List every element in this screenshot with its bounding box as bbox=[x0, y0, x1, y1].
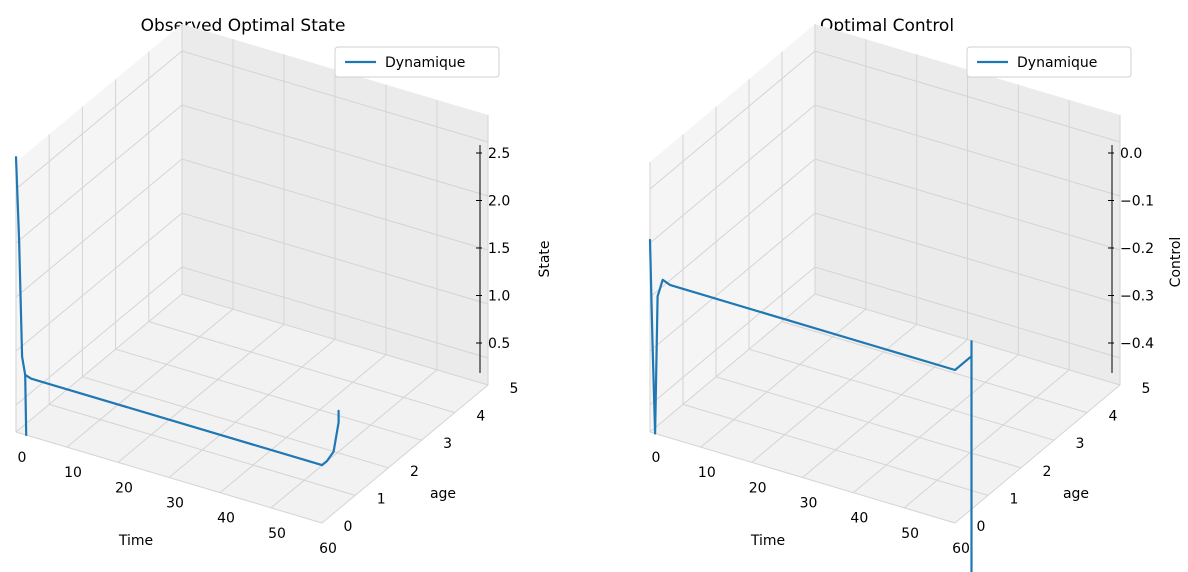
legend-label: Dynamique bbox=[385, 55, 465, 71]
z-gridline bbox=[649, 266, 1121, 406]
z-gridline bbox=[15, 50, 489, 190]
y-tick-label: 0 bbox=[344, 519, 353, 535]
x-tick-label: 0 bbox=[18, 450, 27, 466]
x-gridline bbox=[802, 339, 968, 478]
y-tick-label: 0 bbox=[977, 519, 986, 535]
subplot-optimal-control: Optimal Control 0 10 20 30 40 50 60 0 1 2 3 4 5 −0.4 −… bbox=[648, 16, 1184, 572]
x-tick-label: 10 bbox=[64, 465, 82, 481]
z-tick-label: 1.0 bbox=[488, 289, 510, 305]
x-tick-label: 50 bbox=[268, 526, 286, 542]
x-gridline bbox=[700, 308, 867, 448]
series-line bbox=[14, 156, 340, 467]
x-gridline bbox=[853, 354, 1019, 494]
y-axis-label: age bbox=[1063, 486, 1089, 502]
y-gridline bbox=[181, 293, 489, 386]
y-tick-label: 2 bbox=[410, 464, 419, 480]
x-axis-label: Time bbox=[750, 533, 785, 549]
legend-label: Dynamique bbox=[1017, 55, 1097, 71]
x-tick-label: 20 bbox=[115, 480, 133, 496]
y-gridline bbox=[148, 321, 455, 414]
y-tick-label: 4 bbox=[476, 409, 485, 425]
legend-box bbox=[334, 46, 500, 78]
y-gridline bbox=[781, 321, 1088, 414]
z-tick-label: −0.1 bbox=[1120, 194, 1154, 210]
x-tick-label: 60 bbox=[319, 541, 337, 557]
z-tick-label: 2.0 bbox=[488, 194, 510, 210]
x-axis-label: Time bbox=[118, 533, 153, 549]
y-tick-label: 5 bbox=[510, 381, 519, 397]
axes-grid bbox=[15, 24, 489, 524]
plot-lines bbox=[14, 156, 340, 467]
x-tick-label: 40 bbox=[850, 511, 868, 527]
chart-title: Optimal Control bbox=[820, 16, 954, 36]
y-gridline bbox=[115, 348, 422, 441]
y-tick-label: 2 bbox=[1043, 464, 1052, 480]
y-axis-label: age bbox=[430, 486, 456, 502]
z-gridline bbox=[15, 104, 489, 244]
z-tick-label: 0.0 bbox=[1120, 146, 1142, 162]
z-gridline bbox=[649, 212, 1121, 352]
z-tick-label: 0.5 bbox=[488, 336, 510, 352]
axes-tick-labels: 0 10 20 30 40 50 60 0 1 2 3 4 5 0.5 1.0 1.5 2.0 2.5 bbox=[18, 145, 519, 557]
z-axis-label: State bbox=[537, 240, 553, 277]
y-tick-label: 1 bbox=[1010, 491, 1019, 507]
x-tick-label: 10 bbox=[698, 465, 716, 481]
axes-panes bbox=[650, 24, 1120, 523]
y-tick-label: 4 bbox=[1109, 409, 1118, 425]
z-tick-label: −0.4 bbox=[1120, 336, 1154, 352]
x-tick-label: 40 bbox=[217, 511, 235, 527]
y-gridline bbox=[82, 376, 389, 469]
y-gridline bbox=[682, 403, 989, 496]
z-gridline bbox=[649, 50, 1121, 190]
x-gridline bbox=[751, 323, 917, 463]
x-gridline bbox=[903, 369, 1070, 509]
legend-box bbox=[966, 46, 1132, 78]
z-gridline bbox=[15, 266, 489, 406]
y-gridline bbox=[748, 348, 1055, 441]
x-tick-label: 50 bbox=[901, 526, 919, 542]
x-gridline bbox=[649, 293, 816, 433]
series-line bbox=[648, 238, 973, 572]
legend: Dynamique bbox=[966, 46, 1132, 78]
axes-tick-labels: 0 10 20 30 40 50 60 0 1 2 3 4 5 −0.4 −0.3 −0.2 −0.1 0.0 bbox=[652, 145, 1154, 557]
x-gridline bbox=[15, 293, 183, 433]
z-axis-label: Control bbox=[1168, 237, 1184, 288]
legend: Dynamique bbox=[334, 46, 500, 78]
x-tick-label: 60 bbox=[952, 541, 970, 557]
x-gridline bbox=[219, 354, 387, 494]
y-tick-label: 3 bbox=[1076, 436, 1085, 452]
x-gridline bbox=[66, 308, 234, 448]
z-gridline bbox=[15, 158, 489, 298]
y-gridline bbox=[814, 293, 1121, 386]
subplot-observed-optimal-state: Observed Optimal State 01020304050600123… bbox=[14, 16, 553, 557]
z-tick-label: 1.5 bbox=[488, 241, 510, 257]
y-gridline bbox=[649, 431, 956, 524]
axes-panes bbox=[16, 24, 488, 523]
x-gridline bbox=[321, 384, 489, 524]
y-tick-label: 1 bbox=[377, 491, 386, 507]
x-gridline bbox=[270, 369, 438, 509]
x-gridline bbox=[954, 384, 1121, 524]
x-gridline bbox=[168, 339, 336, 478]
z-gridline bbox=[649, 158, 1121, 298]
z-gridline bbox=[649, 104, 1121, 244]
z-tick-label: −0.3 bbox=[1120, 289, 1154, 305]
x-tick-label: 30 bbox=[166, 496, 184, 512]
series-line bbox=[24, 373, 28, 437]
y-gridline bbox=[49, 403, 356, 496]
y-gridline bbox=[715, 376, 1022, 469]
x-tick-label: 0 bbox=[652, 450, 661, 466]
y-tick-label: 5 bbox=[1142, 381, 1151, 397]
x-gridline bbox=[117, 323, 285, 463]
x-tick-label: 30 bbox=[800, 496, 818, 512]
z-tick-label: −0.2 bbox=[1120, 241, 1154, 257]
plot-lines bbox=[648, 238, 973, 572]
z-tick-label: 2.5 bbox=[488, 146, 510, 162]
axes-grid bbox=[649, 24, 1121, 524]
x-tick-label: 20 bbox=[749, 480, 767, 496]
y-tick-label: 3 bbox=[443, 436, 452, 452]
z-gridline bbox=[15, 212, 489, 352]
y-gridline bbox=[15, 431, 323, 524]
